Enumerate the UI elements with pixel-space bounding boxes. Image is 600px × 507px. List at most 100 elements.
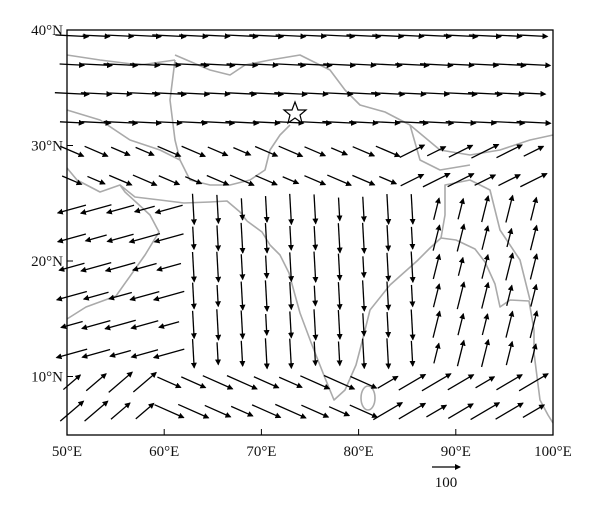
wind-arrow [153,233,184,244]
wind-arrow [471,62,500,69]
wind-arrow [336,197,343,222]
wind-arrow [322,119,357,126]
wind-arrow [328,406,351,417]
wind-arrow [288,338,295,370]
wind-arrow [154,204,183,215]
wind-arrow [303,33,328,40]
wind-arrow [229,174,255,187]
wind-arrow [263,280,270,312]
wind-arrow [385,281,392,311]
wind-arrow [215,251,222,283]
wind-arrow [253,376,280,389]
wind-arrow [214,284,221,308]
wind-arrow [312,226,319,251]
wind-arrow [516,62,552,69]
wind-arrow [481,195,490,223]
wind-arrow [377,375,399,389]
wind-arrow [215,342,221,366]
wind-arrow [226,375,258,390]
wind-arrow [468,33,503,40]
wind-arrow [336,223,343,254]
wind-arrow [375,119,401,126]
wind-arrow [421,33,452,40]
coastline [66,184,160,320]
wind-arrow [372,402,404,421]
wind-arrow [80,91,113,98]
wind-arrow [60,320,83,330]
wind-arrow [312,309,319,341]
wind-arrow [255,174,278,186]
wind-arrow [351,62,377,69]
wind-arrow [398,90,427,97]
wind-arrow [110,146,131,157]
wind-arrow [474,174,497,186]
wind-arrow [481,253,490,279]
wind-arrow [263,313,270,337]
wind-arrow [225,119,260,126]
wind-arrow [274,91,308,98]
wind-arrow [361,222,368,254]
wind-arrow [426,146,447,157]
wind-arrow [423,90,451,97]
wind-arrow [131,262,157,272]
wind-arrow [360,196,367,223]
wind-arrow [400,173,425,187]
wind-arrow [129,62,161,69]
map-frame [66,29,554,436]
wind-arrow [152,290,185,302]
wind-arrow [323,62,357,69]
wind-arrow [206,174,230,186]
wind-arrow [263,196,270,223]
wind-arrow [398,402,427,420]
lon-label: 80°E [344,444,374,460]
wind-arrow [239,254,246,281]
wind-arrow [398,373,427,391]
wind-arrow [529,253,539,280]
wind-arrow [323,374,356,390]
wind-arrow [456,281,466,310]
wind-arrow [443,33,479,40]
wind-arrow [132,371,157,393]
wind-arrow [128,119,162,126]
wind-arrow [152,33,187,40]
wind-arrow [263,223,270,254]
wind-arrow [505,340,514,366]
wind-arrow [190,338,197,369]
wind-arrow [520,172,548,188]
wind-arrow [288,311,295,339]
wind-arrow [352,146,376,157]
wind-arrow [230,405,254,417]
wind-arrow [385,225,392,252]
wind-arrow [282,176,300,185]
wind-arrow [82,33,111,40]
wind-arrow [481,313,490,336]
wind-arrow [129,91,161,98]
wind-arrow [103,62,139,69]
border [409,124,471,171]
wind-arrow [448,144,474,158]
wind-arrow [239,310,246,340]
wind-arrow [152,91,188,98]
wind-arrow [85,373,107,392]
wind-arrow [104,262,136,273]
wind-arrow [360,256,367,279]
wind-arrow [154,404,185,419]
wind-arrow [312,251,319,283]
wind-arrow [312,285,319,307]
wind-arrow [275,403,307,419]
wind-arrow [81,348,111,359]
wind-arrow [233,147,252,156]
wind-arrow [346,33,382,40]
wind-arrow [470,402,501,421]
lon-label: 60°E [149,444,179,460]
wind-arrow [278,376,303,389]
wind-arrow [204,404,232,418]
wind-arrow [157,145,182,157]
wind-arrow [128,233,161,244]
wind-arrow [530,196,539,221]
axis-labels: 40°N 30°N 20°N 10°N 50°E 60°E 70°E 80°E 90°E 100°… [31,23,572,460]
wind-arrow [312,194,319,225]
wind-arrow [522,404,546,418]
wind-arrow [181,376,207,389]
